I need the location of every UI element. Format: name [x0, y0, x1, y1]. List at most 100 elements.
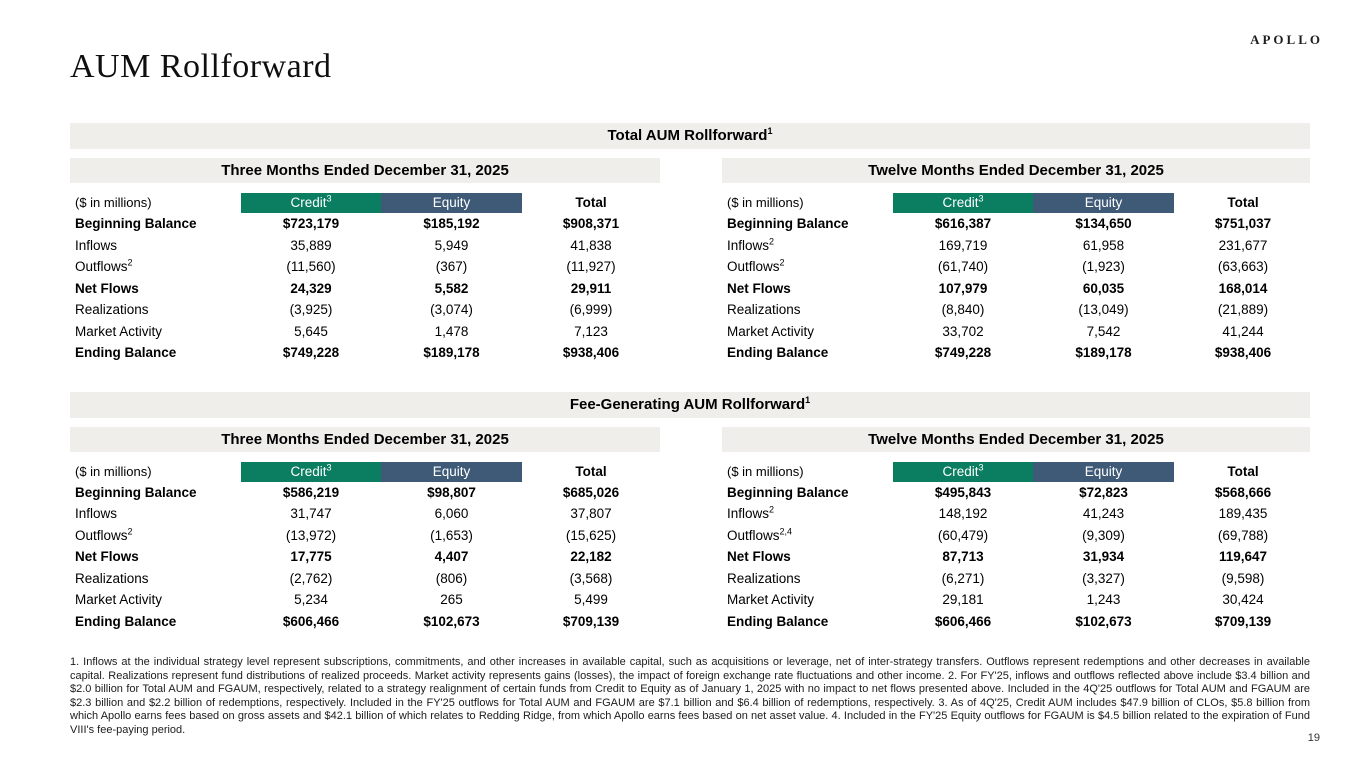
cell-value: (1,653) — [430, 527, 473, 543]
cell-value: 37,807 — [570, 506, 612, 521]
row-label: Net Flows — [727, 549, 791, 564]
row-label: Inflows2 — [727, 236, 775, 253]
fgaum-three-months-table: Three Months Ended December 31, 2025 ($ i… — [70, 426, 660, 633]
cell-value: $749,228 — [282, 345, 340, 360]
cell-value: 148,192 — [938, 506, 988, 521]
row-label: Ending Balance — [727, 345, 829, 360]
cell-value: $685,026 — [562, 484, 620, 500]
table-row: Inflows2 148,192 41,243 189,435 — [722, 503, 1310, 525]
column-header-credit: Credit3 — [893, 461, 1033, 482]
cell-value: 22,182 — [570, 549, 612, 564]
cell-value: (9,598) — [1221, 570, 1265, 586]
section-title-total-aum: Total AUM Rollforward1 — [70, 123, 1310, 149]
row-label: Market Activity — [727, 592, 815, 607]
table-row: Beginning Balance $723,179 $185,192 $908,37… — [70, 213, 660, 235]
cell-value: 189,435 — [1218, 506, 1268, 521]
cell-value: (3,925) — [289, 302, 333, 317]
column-header-credit: Credit3 — [241, 193, 381, 213]
cell-value: $134,650 — [1075, 216, 1132, 231]
column-header-equity: Equity — [381, 193, 522, 213]
cell-value: (69,788) — [1217, 527, 1269, 543]
section-title-text: Fee-Generating AUM Rollforward — [569, 395, 806, 413]
table-row: Beginning Balance $616,387 $134,650 $751,03… — [722, 213, 1310, 235]
cell-value: 60,035 — [1082, 280, 1125, 296]
cell-value: $495,843 — [934, 484, 992, 500]
table-row: Ending Balance $606,466 $102,673 $709,139 — [722, 611, 1310, 633]
cell-value: 5,949 — [434, 237, 469, 253]
cell-value: (63,663) — [1217, 259, 1269, 274]
section-title-text: Total AUM Rollforward — [607, 127, 768, 144]
column-header-row: ($ in millions) Credit3 Equity Total — [722, 461, 1310, 482]
cell-value: 107,979 — [938, 280, 988, 296]
section-title-superscript: 1 — [767, 126, 773, 136]
table-row: Market Activity 29,181 1,243 30,424 — [722, 589, 1310, 611]
cell-value: $72,823 — [1079, 484, 1128, 500]
cell-value: $723,179 — [282, 216, 340, 231]
table-row: Market Activity 33,702 7,542 41,244 — [722, 321, 1310, 343]
table-row: Outflows2,4 (60,479) (9,309) (69,788) — [722, 525, 1310, 547]
row-label: Beginning Balance — [75, 216, 197, 231]
cell-value: $189,178 — [1075, 345, 1132, 360]
table-row: Realizations (3,925) (3,074) (6,999) — [70, 299, 660, 321]
cell-value: 7,123 — [574, 323, 608, 339]
column-header-row: ($ in millions) Credit3 Equity Total — [70, 461, 660, 482]
cell-value: 5,645 — [294, 323, 328, 339]
table-row: Market Activity 5,234 265 5,499 — [70, 589, 660, 611]
cell-value: $709,139 — [1214, 613, 1272, 629]
table-row: Beginning Balance $495,843 $72,823 $568,666 — [722, 482, 1310, 504]
table-row: Inflows 35,889 5,949 41,838 — [70, 235, 660, 257]
cell-value: (11,927) — [566, 259, 616, 274]
cell-value: 29,911 — [570, 280, 612, 296]
cell-value: 1,243 — [1086, 592, 1121, 607]
row-label: Beginning Balance — [727, 216, 849, 231]
column-header-total: Total — [575, 463, 607, 479]
cell-value: (1,923) — [1082, 259, 1125, 274]
table-row: Net Flows 87,713 31,934 119,647 — [722, 546, 1310, 568]
row-label: Outflows2 — [727, 257, 785, 274]
cell-value: $98,807 — [427, 484, 476, 500]
column-header-credit: Credit3 — [893, 193, 1033, 213]
cell-value: 5,582 — [434, 280, 469, 296]
cell-value: (3,074) — [430, 302, 473, 317]
row-label: Inflows2 — [727, 504, 775, 521]
cell-value: $606,466 — [282, 613, 340, 629]
cell-value: (6,271) — [941, 570, 985, 586]
cell-value: $606,466 — [934, 613, 992, 629]
row-label: Realizations — [727, 302, 801, 317]
cell-value: 1,478 — [434, 323, 469, 339]
page-number: 19 — [1307, 732, 1320, 744]
cell-value: $751,037 — [1214, 216, 1272, 231]
row-label: Ending Balance — [75, 613, 177, 629]
row-label: Realizations — [75, 302, 149, 317]
table-row: Outflows2 (61,740) (1,923) (63,663) — [722, 256, 1310, 278]
row-label: Outflows2 — [75, 526, 133, 543]
column-header-equity: Equity — [1033, 461, 1174, 482]
unit-label: ($ in millions) — [75, 195, 152, 210]
cell-value: $102,673 — [423, 613, 480, 629]
column-header-credit: Credit3 — [241, 461, 381, 482]
cell-value: (806) — [435, 570, 468, 586]
cell-value: 41,838 — [570, 237, 612, 253]
fgaum-twelve-months-table: Twelve Months Ended December 31, 2025 ($ … — [722, 426, 1310, 633]
table-row: Ending Balance $606,466 $102,673 $709,139 — [70, 611, 660, 633]
cell-value: $938,406 — [562, 345, 620, 360]
row-label: Realizations — [75, 570, 149, 586]
cell-value: 17,775 — [290, 549, 332, 564]
table-row: Realizations (8,840) (13,049) (21,889) — [722, 299, 1310, 321]
total-aum-tables: Three Months Ended December 31, 2025 ($ i… — [70, 158, 1310, 364]
cell-value: 5,234 — [294, 592, 328, 607]
cell-value: 35,889 — [290, 237, 332, 253]
cell-value: (6,999) — [569, 302, 613, 317]
cell-value: 7,542 — [1086, 323, 1121, 339]
column-header-row: ($ in millions) Credit3 Equity Total — [70, 193, 660, 213]
row-label: Outflows2,4 — [727, 526, 793, 543]
cell-value: $102,673 — [1075, 613, 1132, 629]
cell-value: 31,747 — [290, 506, 332, 521]
cell-value: 6,060 — [434, 506, 469, 521]
row-label: Ending Balance — [75, 345, 177, 360]
table-row: Ending Balance $749,228 $189,178 $938,406 — [70, 342, 660, 364]
column-header-equity: Equity — [1033, 193, 1174, 213]
cell-value: 31,934 — [1082, 549, 1125, 564]
cell-value: 87,713 — [942, 549, 984, 564]
cell-value: 24,329 — [290, 280, 332, 296]
